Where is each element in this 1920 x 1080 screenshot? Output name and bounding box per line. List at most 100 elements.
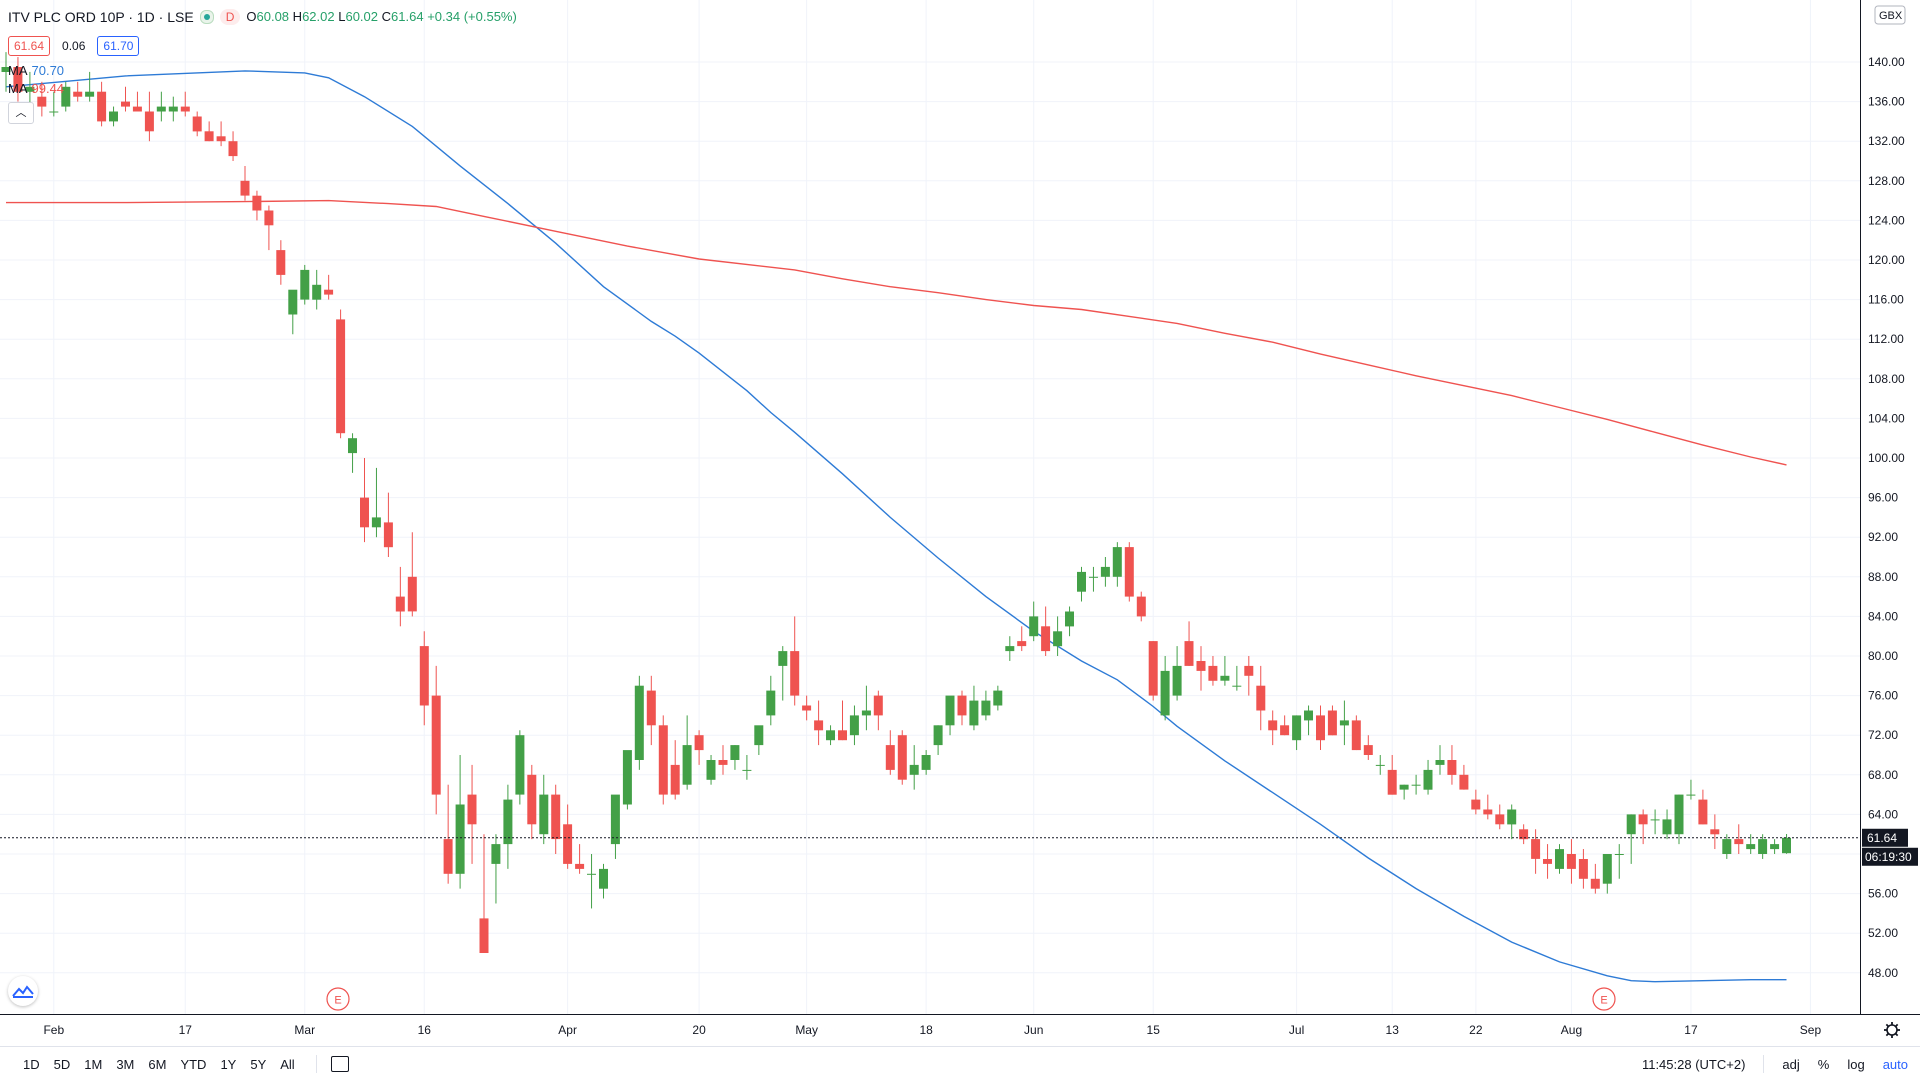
candle-up xyxy=(706,760,716,780)
candle-down xyxy=(1698,799,1708,825)
current-price-value: 61.64 xyxy=(1867,831,1897,845)
bid-price[interactable]: 61.64 xyxy=(8,36,51,56)
timeframe-6m[interactable]: 6M xyxy=(148,1056,167,1072)
candle-up xyxy=(288,289,298,315)
candle-up xyxy=(156,106,166,112)
candle-down xyxy=(1495,814,1505,825)
candle-up xyxy=(1758,839,1768,854)
indicator-ma-slow[interactable]: MA 99.44 xyxy=(8,81,65,96)
candle-up xyxy=(1339,720,1349,726)
chart-canvas[interactable]: 48.0052.0056.0060.0064.0068.0072.0076.00… xyxy=(0,0,1920,1046)
candle-up xyxy=(682,745,692,785)
candle-up xyxy=(981,700,991,716)
timeframe-5y[interactable]: 5Y xyxy=(250,1056,267,1072)
timeframe-selector: 1D 5D 1M 3M 6M YTD 1Y 5Y All xyxy=(16,1057,302,1072)
candle-down xyxy=(360,497,369,528)
candle-up xyxy=(1602,854,1612,884)
auto-scale-toggle[interactable]: auto xyxy=(1882,1056,1908,1072)
collapse-legend-button[interactable]: ︿ xyxy=(8,102,34,124)
candle-down xyxy=(431,695,441,795)
clock-readout[interactable]: 11:45:28 (UTC+2) xyxy=(1641,1056,1746,1072)
candle-down xyxy=(1017,641,1027,647)
candle-down xyxy=(419,646,429,706)
candle-down xyxy=(97,91,107,122)
toolbar-divider xyxy=(315,1055,317,1073)
earnings-event-marker[interactable]: E xyxy=(326,987,350,1011)
candle-up xyxy=(945,695,955,726)
timeframe-5d[interactable]: 5D xyxy=(53,1056,71,1072)
price-tick-label: 72.00 xyxy=(1868,728,1898,742)
gear-tooth xyxy=(1885,1023,1890,1028)
price-tick-label: 76.00 xyxy=(1868,689,1898,703)
candle-down xyxy=(1531,839,1541,859)
ask-price[interactable]: 61.70 xyxy=(97,36,140,56)
candle-up xyxy=(1746,844,1756,850)
candle-up xyxy=(969,700,979,726)
currency-badge-box xyxy=(1874,5,1906,25)
timeframe-ytd[interactable]: YTD xyxy=(180,1056,207,1072)
symbol-header: ITV PLC ORD 10P · 1D · LSE D O60.08 H62.… xyxy=(8,8,517,26)
time-tick-label: Aug xyxy=(1561,1023,1582,1037)
settings-gear-icon[interactable] xyxy=(1884,1022,1900,1038)
candle-up xyxy=(587,873,596,875)
candle-up xyxy=(109,111,118,122)
candle-up xyxy=(1722,839,1732,854)
candle-down xyxy=(407,576,417,612)
timeframe-all[interactable]: All xyxy=(280,1056,295,1072)
price-tick-label: 68.00 xyxy=(1868,768,1898,782)
candle-down xyxy=(37,96,47,107)
price-tick-label: 120.00 xyxy=(1868,253,1905,267)
candle-up xyxy=(1650,819,1660,821)
time-tick-label: 18 xyxy=(919,1023,933,1037)
candle-up xyxy=(1065,611,1074,627)
earnings-event-marker[interactable]: E xyxy=(1592,987,1616,1011)
candle-up xyxy=(539,794,549,835)
candle-up xyxy=(610,794,620,845)
bottom-toolbar: 1D 5D 1M 3M 6M YTD 1Y 5Y All 11:45:28 (U… xyxy=(0,1046,1920,1080)
indicator-ma-fast[interactable]: MA 70.70 xyxy=(8,63,65,78)
candle-down xyxy=(802,705,812,711)
time-tick-label: Jun xyxy=(1024,1023,1043,1037)
candle-up xyxy=(515,735,525,795)
timeframe-1m[interactable]: 1M xyxy=(84,1056,103,1072)
time-tick-label: 15 xyxy=(1147,1023,1161,1037)
candle-down xyxy=(790,651,800,696)
candle-up xyxy=(766,690,776,716)
candle-down xyxy=(1184,641,1194,666)
candle-up xyxy=(1399,784,1409,790)
candle-down xyxy=(216,136,226,142)
price-tick-label: 100.00 xyxy=(1868,451,1905,465)
ohlc-values: O60.08 H62.02 L60.02 C61.64 +0.34 (+0.55… xyxy=(246,9,517,24)
candle-up xyxy=(634,685,644,760)
adjust-toggle[interactable]: adj xyxy=(1782,1056,1800,1072)
percent-scale-toggle[interactable]: % xyxy=(1817,1056,1830,1072)
gear-ring xyxy=(1886,1024,1898,1036)
calendar-icon[interactable] xyxy=(330,1056,349,1072)
price-tick-label: 140.00 xyxy=(1868,55,1905,69)
price-tick-label: 92.00 xyxy=(1868,530,1898,544)
candle-down xyxy=(873,695,883,716)
candle-up xyxy=(1411,784,1421,786)
candle-up xyxy=(599,868,608,889)
time-tick-label: Apr xyxy=(558,1023,577,1037)
candle-up xyxy=(25,86,35,92)
time-tick-label: May xyxy=(795,1023,818,1037)
log-scale-toggle[interactable]: log xyxy=(1847,1056,1865,1072)
timeframe-3m[interactable]: 3M xyxy=(116,1056,135,1072)
price-tick-label: 88.00 xyxy=(1868,570,1898,584)
candle-up xyxy=(168,106,178,112)
timeframe-1y[interactable]: 1Y xyxy=(220,1056,237,1072)
bar-countdown: 06:19:30 xyxy=(1865,850,1912,864)
candle-down xyxy=(670,764,680,795)
timeframe-1d[interactable]: 1D xyxy=(23,1056,40,1072)
symbol-title[interactable]: ITV PLC ORD 10P · 1D · LSE xyxy=(8,9,194,25)
data-flag-badge: D xyxy=(219,9,241,25)
candle-up xyxy=(849,715,859,736)
candle-down xyxy=(694,735,704,751)
candle-down xyxy=(1363,745,1373,755)
candle-up xyxy=(1770,844,1780,850)
candle-down xyxy=(1483,809,1493,815)
candle-down xyxy=(276,250,286,275)
tradingview-logo[interactable] xyxy=(8,976,38,1006)
candle-down xyxy=(1638,814,1648,825)
